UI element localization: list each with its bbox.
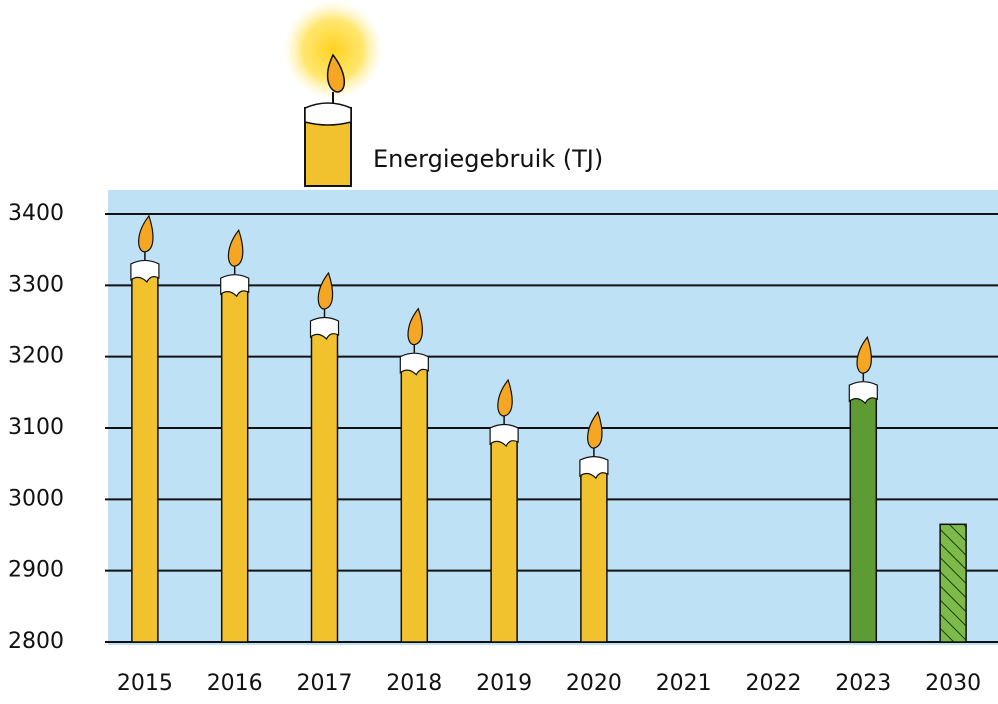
bar — [312, 321, 338, 642]
x-tick-label: 2018 — [386, 671, 442, 696]
bar — [581, 460, 607, 642]
x-tick-label: 2020 — [566, 671, 622, 696]
y-tick-label: 3200 — [8, 344, 64, 369]
x-tick-label: 2021 — [656, 671, 712, 696]
y-tick-label: 3400 — [8, 201, 64, 226]
x-tick-label: 2017 — [297, 671, 353, 696]
x-tick-label: 2015 — [117, 671, 173, 696]
x-tick-label: 2016 — [207, 671, 263, 696]
bar — [401, 357, 427, 642]
title-candle-icon — [283, 0, 383, 186]
y-tick-label: 3300 — [8, 272, 64, 297]
bar — [940, 524, 966, 642]
x-tick-label: 2030 — [925, 671, 981, 696]
y-tick-label: 2900 — [8, 558, 64, 583]
chart-title: Energiegebruik (TJ) — [373, 145, 603, 173]
y-tick-label: 3100 — [8, 415, 64, 440]
chart: Energiegebruik (TJ) 2800 2900 3000 3100 3200… — [0, 0, 998, 700]
y-tick-label: 3000 — [8, 486, 64, 511]
bar — [132, 264, 158, 642]
bar — [222, 278, 248, 642]
y-tick-label: 2800 — [8, 629, 64, 654]
x-tick-label: 2023 — [835, 671, 891, 696]
bar — [491, 428, 517, 642]
x-tick-label: 2019 — [476, 671, 532, 696]
bar — [850, 385, 876, 642]
x-tick-label: 2022 — [746, 671, 802, 696]
